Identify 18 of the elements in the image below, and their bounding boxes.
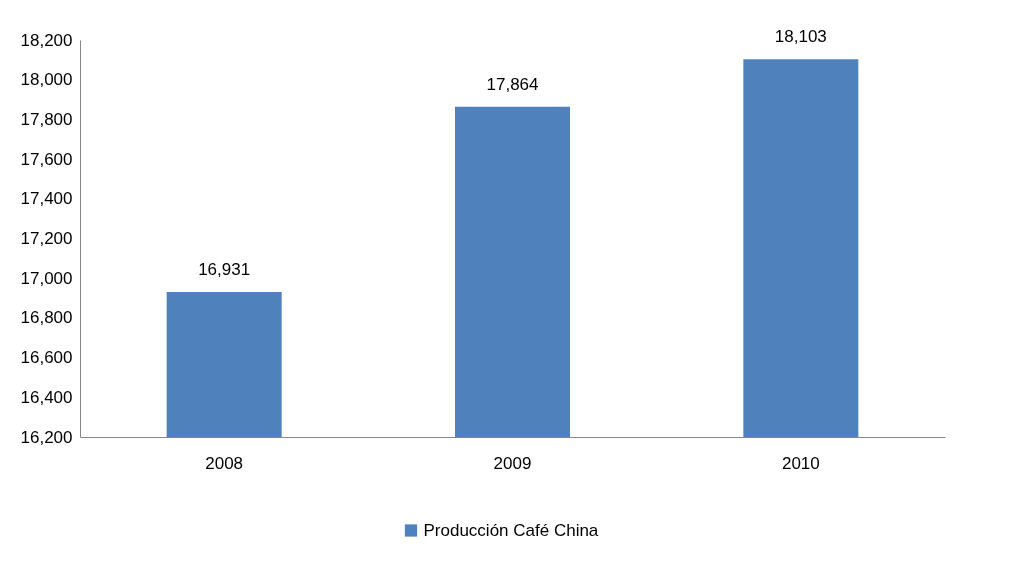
data-label: 18,103 <box>774 27 827 47</box>
y-tick-label: 18,200 <box>20 30 73 50</box>
data-label: 17,864 <box>486 74 539 94</box>
y-tick-label: 16,600 <box>20 348 73 368</box>
y-tick-label: 16,400 <box>20 387 73 407</box>
y-tick-label: 18,000 <box>20 70 73 90</box>
y-tick-label: 16,800 <box>20 308 73 328</box>
y-tick-label: 17,600 <box>20 149 73 169</box>
y-tick-label: 17,200 <box>20 229 73 248</box>
x-tick-label: 2009 <box>493 453 532 473</box>
y-tick-label: 17,800 <box>20 109 73 129</box>
legend-label: Producción Café China <box>423 520 599 540</box>
y-tick-label: 16,200 <box>20 427 73 447</box>
x-tick-label: 2008 <box>205 453 244 473</box>
y-tick-label: 17,400 <box>20 189 73 209</box>
y-tick-label: 17,000 <box>20 268 73 288</box>
data-label: 16,931 <box>198 259 251 279</box>
x-tick-label: 2010 <box>781 453 820 473</box>
